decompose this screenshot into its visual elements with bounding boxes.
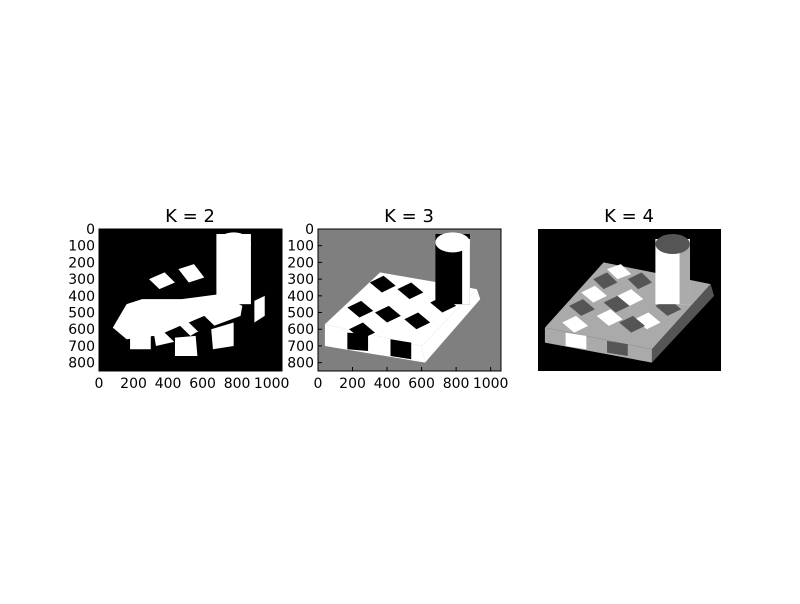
image-k4-sq-w1 <box>607 264 632 280</box>
image-k3-sq-3 <box>347 300 374 318</box>
subplot-k3-title: K = 3 <box>384 206 434 227</box>
image-k2-front-b <box>211 322 234 350</box>
image-k3-cylinder-highlight <box>462 239 470 305</box>
image-k4-sq-d4 <box>569 299 595 316</box>
image-k4-front-d1 <box>607 340 628 356</box>
axes-k3-xtick-label: 1000 <box>473 376 509 392</box>
axes-k2-ytick-label: 800 <box>68 356 95 372</box>
axes-k3-ytick-label: 300 <box>287 272 314 288</box>
subplot-k4: K = 4 <box>538 206 721 371</box>
image-k3-board-side <box>421 289 481 363</box>
axes-k3-ytick-label: 400 <box>287 289 314 305</box>
axes-k3-ytick-label: 100 <box>287 239 314 255</box>
image-k3 <box>318 229 501 371</box>
image-k3-sq-1 <box>369 275 396 293</box>
axes-k2-xtick-label: 400 <box>155 376 182 392</box>
image-k4-sq-d2 <box>627 272 652 290</box>
image-k3-front-1 <box>347 332 369 351</box>
image-k2-square-b <box>178 264 205 283</box>
image-k3-sq-7 <box>349 322 375 340</box>
image-k4-sq-w4 <box>596 309 623 326</box>
axes-k2-xtick-label: 800 <box>224 376 251 392</box>
axes-k2-ytick-label: 700 <box>68 339 95 355</box>
subplot-k4-title: K = 4 <box>604 206 654 227</box>
image-k2-board-edge <box>112 294 243 346</box>
subplot-k2-title: K = 2 <box>165 206 215 227</box>
axes-k2-xtick-label: 600 <box>189 376 216 392</box>
axes-k2-xtick-label: 0 <box>95 376 104 392</box>
axes-k3-xtick-label: 0 <box>314 376 323 392</box>
axes-k3-ticks: 0 200 400 600 800 100001002003004005006007008… <box>287 222 508 392</box>
image-k3-front-2 <box>390 339 412 360</box>
image-k2-side <box>254 295 265 323</box>
axes-k2-ytick-label: 200 <box>68 255 95 271</box>
image-k3-cylinder-top <box>435 232 470 253</box>
image-k2-cylinder-top <box>216 232 251 256</box>
axes-k3-ytick-label: 700 <box>287 339 314 355</box>
image-k2-front-c <box>130 335 151 350</box>
axes-k2-frame <box>98 228 283 372</box>
image-k3-sq-2 <box>397 282 424 300</box>
axes-k3-ytick-label: 200 <box>287 255 314 271</box>
image-k3-sq-5 <box>404 312 431 330</box>
axes-k2-ytick-label: 500 <box>68 306 95 322</box>
axes-k3-ytick-label: 500 <box>287 306 314 322</box>
image-k4-front-w1 <box>565 332 587 350</box>
axes-k2-xtick-label: 200 <box>120 376 147 392</box>
axes-k3-xtick-label: 400 <box>374 376 401 392</box>
image-k4-sq-w3 <box>617 289 644 306</box>
axes-k2-ytick-label: 0 <box>86 222 95 238</box>
axes-k2-ytick-label: 400 <box>68 289 95 305</box>
image-k2 <box>99 229 282 371</box>
axes-k2-ytick-label: 300 <box>68 272 95 288</box>
image-k4-sq-w6 <box>562 315 589 333</box>
axes-k2-ticks: 0 200 400 600 800 100001002003004005006007008… <box>68 222 289 392</box>
axes-k2-ytick-label: 100 <box>68 239 95 255</box>
image-k4-sq-d3 <box>603 295 630 313</box>
axes-k2-ytick-label: 600 <box>68 322 95 338</box>
axes-k3-ytick-label: 800 <box>287 356 314 372</box>
subplot-k2: K = 2 0 200 400 600 800 100001002003004005006… <box>68 206 289 392</box>
axes-k3-xtick-label: 600 <box>408 376 435 392</box>
axes-k3-ytick-label: 600 <box>287 322 314 338</box>
image-k4-sq-w5 <box>634 312 661 330</box>
image-k2-square-c <box>188 315 217 335</box>
image-k4-sq-w2 <box>581 285 608 303</box>
axes-k3-ytick-label: 0 <box>305 222 314 238</box>
image-k4-cylinder-top <box>655 234 690 255</box>
image-k2-square-a <box>149 272 175 290</box>
image-k2-front-a <box>174 335 198 356</box>
image-k4-sq-d5 <box>619 315 646 333</box>
axes-k3-xtick-label: 800 <box>443 376 470 392</box>
image-k4-board-side <box>651 284 715 363</box>
image-k4 <box>538 229 721 371</box>
image-k3-sq-4 <box>374 305 401 323</box>
axes-k3-frame <box>317 228 502 372</box>
image-k4-cylinder-shade <box>679 242 690 305</box>
axes-k2-xtick-label: 1000 <box>254 376 290 392</box>
axes-k3-xtick-label: 200 <box>339 376 366 392</box>
